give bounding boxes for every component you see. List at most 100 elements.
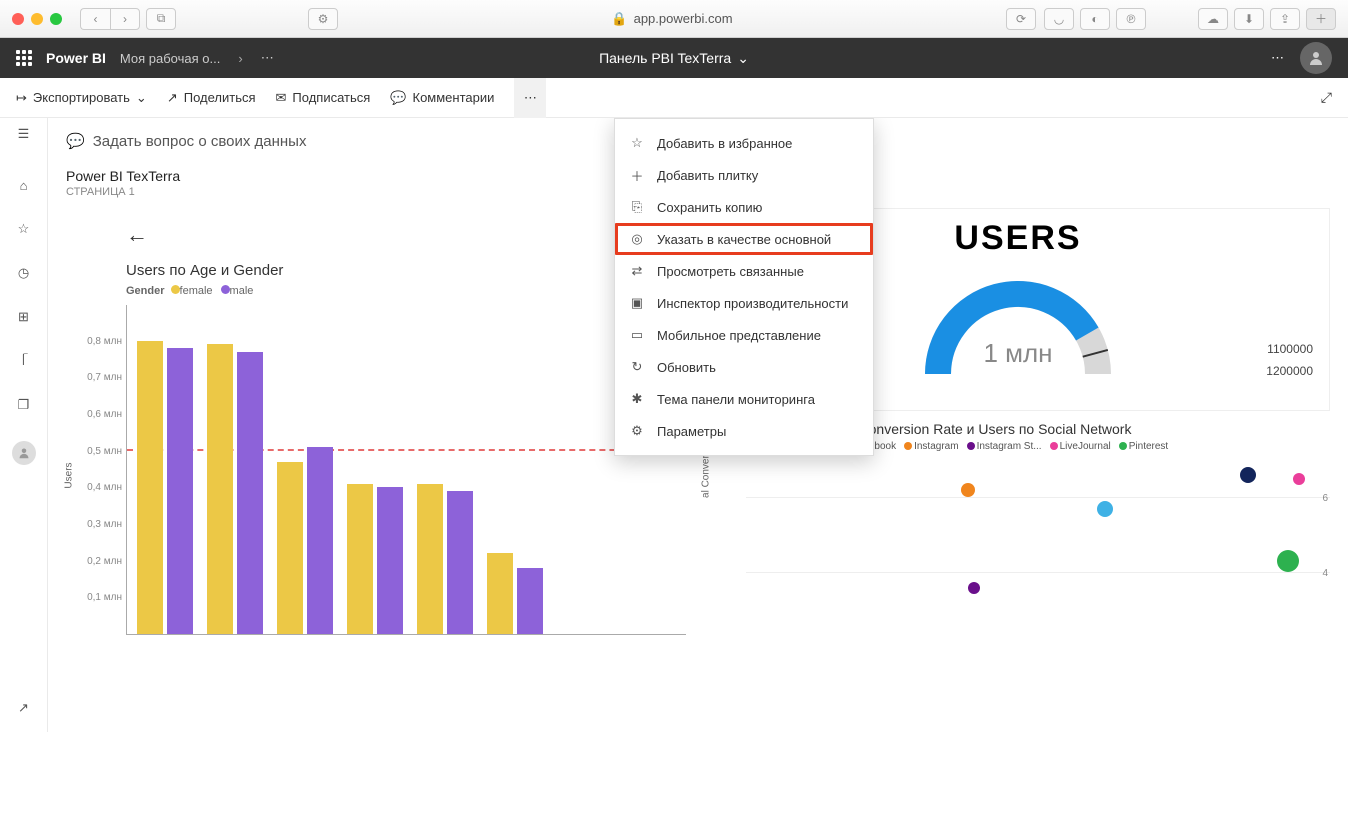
menu-item[interactable]: ⚙Параметры [615,415,873,447]
home-icon[interactable]: ⌂ [20,178,28,193]
menu-item-icon: ↻ [629,359,645,375]
fullscreen-button[interactable]: ⤢ [1321,89,1332,106]
sidebar-toggle[interactable]: ⧉ [146,8,176,30]
icloud-tabs-button[interactable]: ☁ [1198,8,1228,30]
forward-button[interactable]: › [110,8,140,30]
menu-item[interactable]: ↻ Обновить [615,351,873,383]
ext-adblock-icon[interactable]: ◐ [1080,8,1110,30]
share-label: Поделиться [184,90,256,105]
brand-label: Power BI [46,50,106,66]
y-axis: 0,1 млн0,2 млн0,3 млн0,4 млн0,5 млн0,6 м… [78,305,122,635]
mail-icon: ✉ [276,90,287,106]
scatter-point[interactable] [1097,501,1113,517]
open-external-icon[interactable]: ↗ [18,700,29,716]
bar[interactable] [487,553,513,634]
y-tick-label: 0,3 млн [87,519,122,530]
action-toolbar: ↦ Экспортировать ⌄ ↗ Поделиться ✉ Подпис… [0,78,1348,118]
menu-item-icon: ☆ [629,135,645,151]
y-tick-label: 0,6 млн [87,409,122,420]
menu-item[interactable]: ⎘Сохранить копию [615,191,873,223]
reload-button[interactable]: ⟳ [1006,8,1036,30]
favorites-icon[interactable]: ☆ [18,221,30,237]
close-window-button[interactable] [12,13,24,25]
menu-item[interactable]: ⇄Просмотреть связанные [615,255,873,287]
bar[interactable] [207,344,233,634]
scatter-point[interactable] [1293,473,1305,485]
bar[interactable] [417,484,443,634]
menu-item[interactable]: ◎ Указать в качестве основной [615,223,873,255]
y-tick-label: 0,1 млн [87,592,122,603]
maximize-window-button[interactable] [50,13,62,25]
minimize-window-button[interactable] [31,13,43,25]
scatter-point[interactable] [1277,550,1299,572]
comments-button[interactable]: 💬 Комментарии [390,90,494,106]
crumb-more-icon[interactable]: ⋯ [261,50,274,66]
traffic-lights [12,13,62,25]
report-title[interactable]: Панель PBI TexTerra ⌄ [599,50,749,67]
y-tick-label: 0,7 млн [87,372,122,383]
bar[interactable] [517,568,543,634]
menu-item[interactable]: ＋ Добавить плитку [615,159,873,191]
menu-item-icon: ▣ [629,295,645,311]
legend-swatch [221,285,230,294]
menu-item-label: Указать в качестве основной [657,232,831,247]
scatter-point[interactable] [961,483,975,497]
menu-item-label: Обновить [657,360,716,375]
export-button[interactable]: ↦ Экспортировать ⌄ [16,90,147,106]
site-settings-button[interactable]: ⚙ [308,8,338,30]
bar[interactable] [137,341,163,634]
new-tab-button[interactable]: ＋ [1306,8,1336,30]
chevron-down-icon: ⌄ [136,90,147,106]
apps-icon[interactable]: ⊞ [18,309,29,325]
menu-item[interactable]: ▭Мобильное представление [615,319,873,351]
shared-icon[interactable]: ᥬ [22,353,25,369]
legend-swatch [904,442,912,450]
workspaces-icon[interactable]: ❐ [18,397,30,413]
more-actions-menu: ☆ Добавить в избранное ＋ Добавить плитку ⎘Со… [614,118,874,456]
menu-item-icon: ＋ [629,166,645,185]
legend-item-label: Instagram [914,441,958,452]
recent-icon[interactable]: ◷ [18,265,29,281]
toolbar-more-button[interactable]: ⋯ [514,78,546,118]
bar[interactable] [237,352,263,634]
menu-item[interactable]: ☆ Добавить в избранное [615,127,873,159]
url-text: app.powerbi.com [634,11,733,26]
scatter-plot: al Conversion Rate 46 [730,460,1330,610]
topbar-more-icon[interactable]: ⋯ [1271,50,1284,66]
bar[interactable] [167,348,193,634]
ext-pocket-icon[interactable]: ◡ [1044,8,1074,30]
ext-pinterest-icon[interactable]: ℗ [1116,8,1146,30]
grid-line [746,572,1330,573]
legend-swatch [171,285,180,294]
share-icon: ↗ [167,90,178,106]
chevron-down-icon: ⌄ [737,50,749,67]
legend-item-label: female [180,285,213,297]
bar[interactable] [347,484,373,634]
grid-line [746,497,1330,498]
menu-item[interactable]: ▣Инспектор производительности [615,287,873,319]
bar[interactable] [307,447,333,634]
menu-item-label: Добавить в избранное [657,136,792,151]
bar[interactable] [377,487,403,634]
user-avatar[interactable] [1300,42,1332,74]
scatter-point[interactable] [1240,467,1256,483]
share-button[interactable]: ⇪ [1270,8,1300,30]
app-launcher-icon[interactable] [16,50,32,66]
bar[interactable] [447,491,473,634]
address-bar[interactable]: 🔒 app.powerbi.com [446,11,898,27]
back-arrow-button[interactable]: ← [126,222,686,248]
rail-user-avatar[interactable] [12,441,36,465]
workspace-crumb[interactable]: Моя рабочая о... [120,51,220,66]
bar[interactable] [277,462,303,634]
subscribe-button[interactable]: ✉ Подписаться [276,90,371,106]
menu-item-label: Добавить плитку [657,168,758,183]
menu-item-icon: ◎ [629,231,645,247]
scatter-point[interactable] [968,582,980,594]
menu-icon[interactable]: ☰ [18,126,30,142]
back-button[interactable]: ‹ [80,8,110,30]
scatter-legend-item: Pinterest [1119,441,1168,452]
menu-item[interactable]: ✱Тема панели мониторинга [615,383,873,415]
share-button[interactable]: ↗ Поделиться [167,90,256,106]
downloads-button[interactable]: ⬇ [1234,8,1264,30]
legend-item-label: Pinterest [1129,441,1168,452]
